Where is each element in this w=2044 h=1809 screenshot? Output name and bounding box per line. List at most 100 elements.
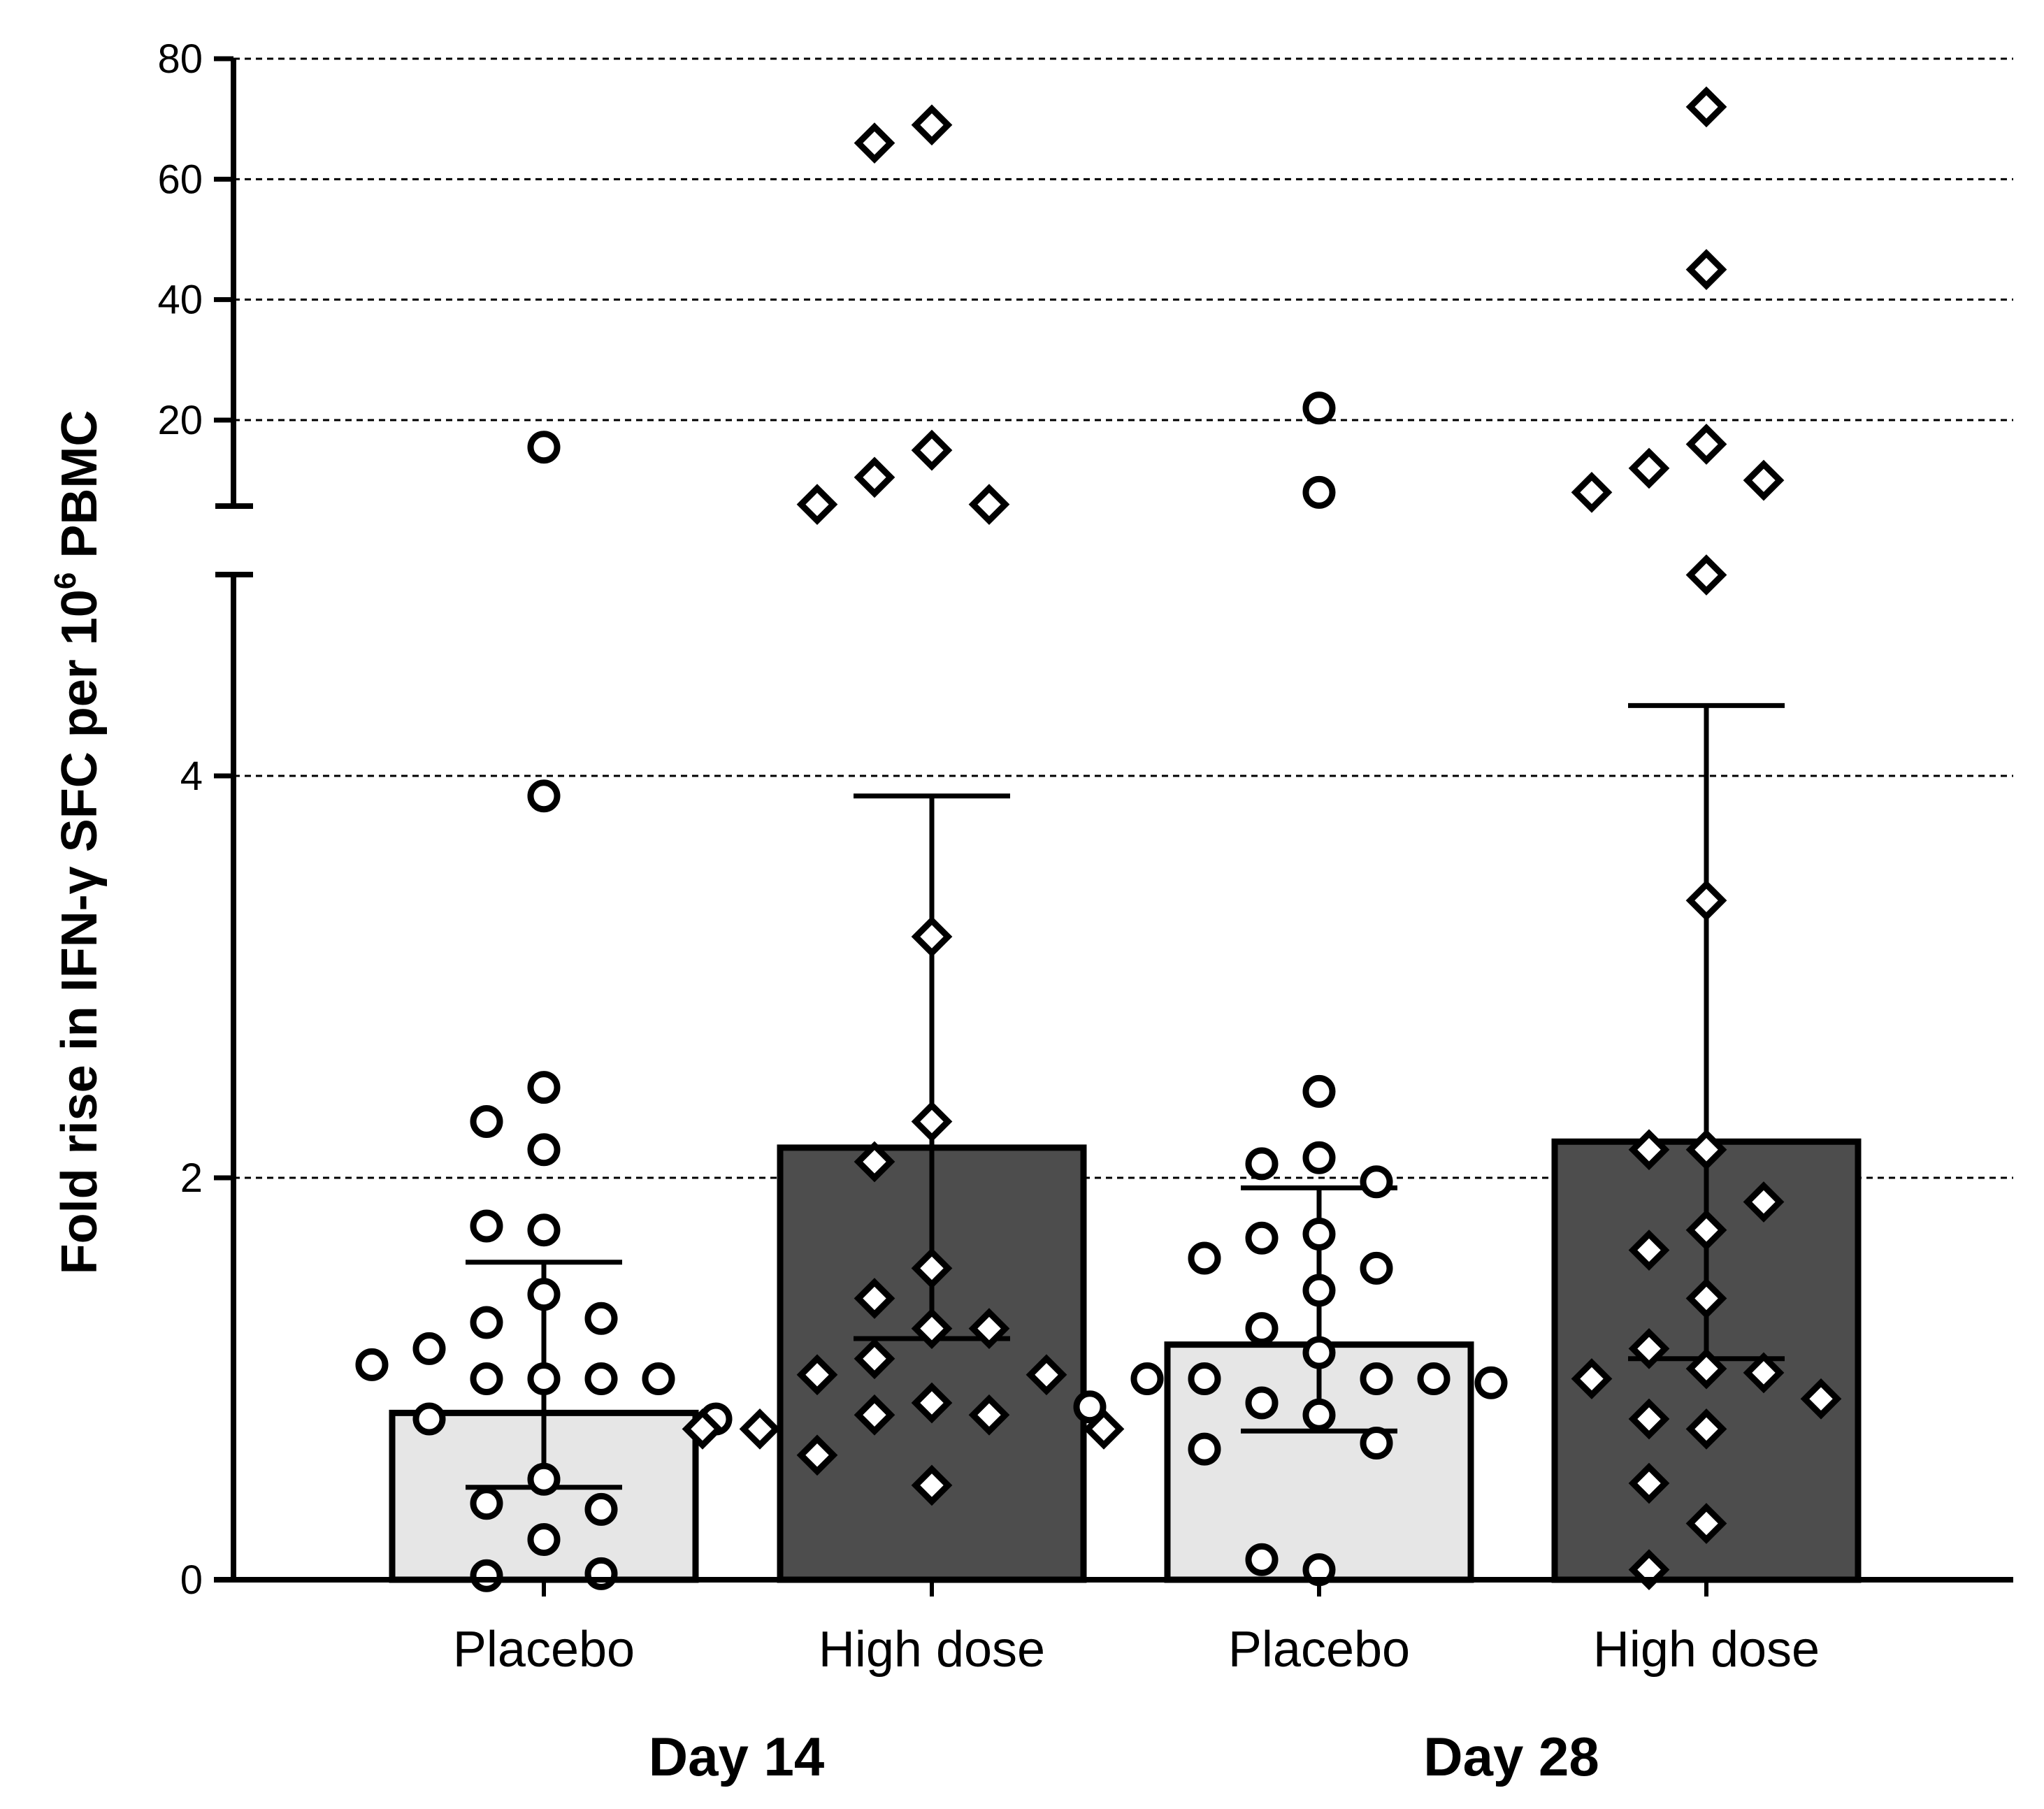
point-3-6 xyxy=(1360,1165,1393,1199)
point-3-10 xyxy=(1188,1241,1221,1275)
point-1-11 xyxy=(412,1332,446,1365)
point-1-17 xyxy=(412,1402,446,1436)
point-4-19 xyxy=(1800,1378,1842,1420)
point-2-14 xyxy=(854,1338,895,1380)
point-4-16 xyxy=(1685,1348,1727,1390)
point-1-20 xyxy=(470,1487,503,1520)
point-4-12 xyxy=(1685,1209,1727,1251)
point-4-4 xyxy=(1628,447,1670,489)
point-2-23 xyxy=(796,1434,838,1476)
point-2-7 xyxy=(911,916,953,958)
point-4-15 xyxy=(1628,1328,1670,1369)
point-4-18 xyxy=(1571,1358,1613,1399)
point-2-3 xyxy=(911,429,953,471)
group-label-2: Day 28 xyxy=(1423,1726,1599,1787)
point-2-20 xyxy=(739,1408,781,1450)
point-3-14 xyxy=(1360,1362,1393,1395)
point-4-23 xyxy=(1685,1503,1727,1544)
point-1-2 xyxy=(527,779,561,813)
point-layer xyxy=(355,86,1842,1592)
category-label-1: Placebo xyxy=(453,1622,635,1678)
y-tick-label-lower-2: 2 xyxy=(180,1155,203,1201)
point-1-24 xyxy=(584,1557,618,1590)
point-1-12 xyxy=(527,1362,561,1395)
point-2-12 xyxy=(911,1308,953,1349)
point-1-5 xyxy=(527,1133,561,1167)
point-4-11 xyxy=(1743,1181,1785,1223)
point-3-13 xyxy=(1302,1336,1336,1369)
point-2-1 xyxy=(911,104,953,146)
category-label-2: High dose xyxy=(819,1622,1045,1678)
point-2-5 xyxy=(968,484,1010,525)
point-3-12 xyxy=(1245,1312,1279,1346)
point-1-10 xyxy=(584,1302,618,1335)
point-1-21 xyxy=(584,1492,618,1526)
point-1-8 xyxy=(527,1278,561,1311)
y-tick-label-upper-80: 80 xyxy=(157,36,203,82)
point-2-18 xyxy=(854,1394,895,1436)
y-tick-label-upper-20: 20 xyxy=(157,398,203,443)
point-3-3 xyxy=(1302,1074,1336,1108)
point-3-25 xyxy=(1245,1543,1279,1576)
point-2-16 xyxy=(1025,1354,1067,1396)
axis-layer: Fold rise in IFN-γ SFC per 106 PBMC 0 2 4 2… xyxy=(48,36,2013,1787)
point-1-19 xyxy=(527,1462,561,1496)
point-4-17 xyxy=(1743,1352,1785,1394)
point-4-3 xyxy=(1685,424,1727,465)
point-3-11 xyxy=(1302,1274,1336,1307)
point-4-6 xyxy=(1571,472,1613,513)
point-2-24 xyxy=(911,1464,953,1506)
point-1-9 xyxy=(470,1306,503,1339)
point-1-6 xyxy=(527,1213,561,1247)
point-4-8 xyxy=(1685,879,1727,921)
point-4-9 xyxy=(1685,1129,1727,1171)
point-4-13 xyxy=(1628,1230,1670,1271)
point-1-4 xyxy=(470,1105,503,1138)
y-axis-title: Fold rise in IFN-γ SFC per 106 PBMC xyxy=(48,410,108,1275)
point-4-10 xyxy=(1628,1129,1670,1171)
point-2-11 xyxy=(854,1278,895,1319)
point-1-16 xyxy=(355,1348,389,1381)
point-2-22 xyxy=(682,1408,724,1450)
point-2-13 xyxy=(968,1308,1010,1349)
category-label-4: High dose xyxy=(1593,1622,1820,1678)
point-3-16 xyxy=(1417,1362,1451,1395)
point-1-22 xyxy=(527,1523,561,1556)
point-3-22 xyxy=(1360,1427,1393,1460)
point-4-5 xyxy=(1743,459,1785,501)
point-4-22 xyxy=(1628,1462,1670,1504)
point-3-1 xyxy=(1302,391,1336,425)
point-3-19 xyxy=(1245,1386,1279,1420)
y-tick-label-upper-40: 40 xyxy=(157,278,203,323)
category-label-3: Placebo xyxy=(1228,1622,1410,1678)
y-axis-title-tail: PBMC xyxy=(52,410,108,572)
point-2-10 xyxy=(911,1248,953,1289)
point-3-5 xyxy=(1245,1147,1279,1181)
point-2-2 xyxy=(854,122,895,164)
point-1-14 xyxy=(584,1362,618,1395)
y-tick-label-lower-0: 0 xyxy=(180,1557,203,1603)
point-4-2 xyxy=(1685,249,1727,290)
point-3-9 xyxy=(1360,1251,1393,1285)
y-axis-title-main: Fold rise in IFN-γ SFC per 10 xyxy=(52,589,108,1274)
point-2-17 xyxy=(911,1382,953,1424)
point-4-20 xyxy=(1628,1398,1670,1440)
group-label-1: Day 14 xyxy=(649,1726,825,1787)
grid-layer xyxy=(233,57,2013,1179)
point-3-17 xyxy=(1130,1362,1164,1395)
point-3-21 xyxy=(1302,1398,1336,1432)
y-axis-title-sup: 6 xyxy=(48,572,82,589)
point-1-15 xyxy=(642,1362,675,1395)
point-1-23 xyxy=(470,1559,503,1592)
point-4-7 xyxy=(1685,554,1727,596)
point-3-4 xyxy=(1302,1141,1336,1174)
point-2-9 xyxy=(854,1141,895,1183)
point-3-8 xyxy=(1245,1221,1279,1255)
point-2-6 xyxy=(796,484,838,525)
point-1-7 xyxy=(470,1209,503,1243)
point-4-1 xyxy=(1685,86,1727,128)
point-3-18 xyxy=(1474,1366,1508,1399)
point-1-3 xyxy=(527,1071,561,1104)
point-1-13 xyxy=(470,1362,503,1395)
